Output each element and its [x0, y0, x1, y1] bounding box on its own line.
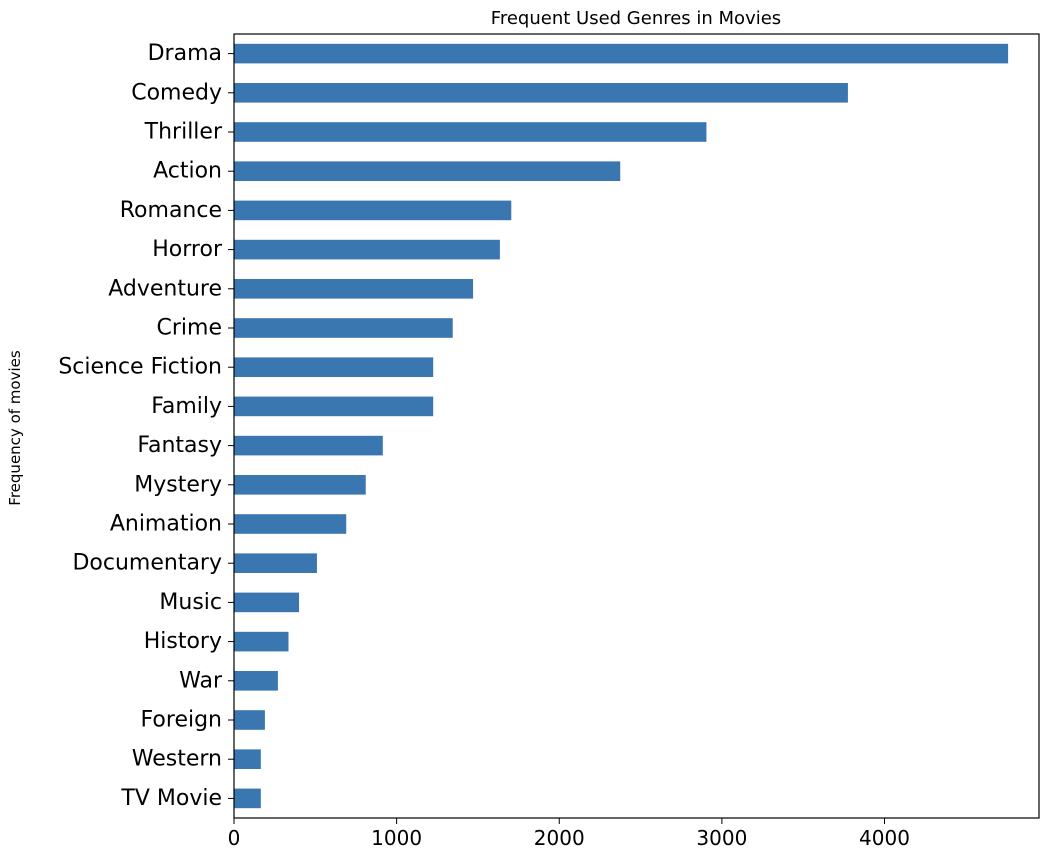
category-label: Animation	[110, 512, 222, 537]
category-label: Documentary	[72, 551, 222, 576]
x-tick-label: 4000	[859, 826, 910, 850]
y-axis-label: Frequency of movies	[6, 350, 24, 506]
bar	[234, 357, 434, 377]
category-label: War	[179, 668, 223, 693]
category-label: TV Movie	[120, 786, 222, 811]
bar	[234, 788, 261, 809]
bar	[234, 122, 707, 142]
bar	[234, 710, 265, 730]
category-labels: Drama Comedy Thriller Action Romance Horror Ad…	[58, 41, 223, 811]
bar	[234, 592, 300, 613]
bar	[234, 43, 1009, 64]
category-label: Science Fiction	[58, 355, 222, 380]
category-label: Crime	[157, 316, 222, 341]
x-tick-label: 2000	[534, 826, 585, 850]
category-label: Fantasy	[137, 433, 222, 458]
chart-title: Frequent Used Genres in Movies	[491, 8, 781, 29]
plot-frame	[233, 33, 1040, 819]
category-label: Music	[159, 590, 222, 615]
category-label: Mystery	[134, 472, 222, 497]
bar	[234, 749, 261, 769]
category-label: Foreign	[141, 708, 222, 733]
bar	[234, 514, 347, 534]
x-axis-ticks: 0 1000 2000 3000 4000	[228, 53, 910, 850]
x-tick-label: 1000	[371, 826, 422, 850]
category-label: Drama	[148, 41, 222, 66]
category-label: Romance	[120, 198, 222, 223]
category-label: Family	[151, 394, 222, 419]
bar	[234, 553, 317, 573]
bar	[234, 318, 453, 338]
bar	[234, 161, 621, 181]
bars-group	[234, 43, 1009, 809]
category-label: Thriller	[144, 120, 223, 145]
x-tick-label: 3000	[696, 826, 747, 850]
bar	[234, 200, 512, 221]
bar	[234, 396, 434, 417]
bar	[234, 279, 474, 299]
category-label: Western	[132, 747, 222, 772]
bar	[234, 671, 278, 691]
bar	[234, 83, 848, 103]
category-label: Horror	[152, 237, 223, 262]
bar	[234, 475, 366, 495]
category-label: History	[144, 629, 222, 654]
bar	[234, 435, 383, 456]
bar	[234, 631, 289, 652]
category-label: Action	[153, 159, 222, 184]
bar	[234, 239, 500, 260]
category-label: Adventure	[108, 276, 222, 301]
category-label: Comedy	[131, 80, 222, 105]
x-tick-label: 0	[228, 826, 241, 850]
